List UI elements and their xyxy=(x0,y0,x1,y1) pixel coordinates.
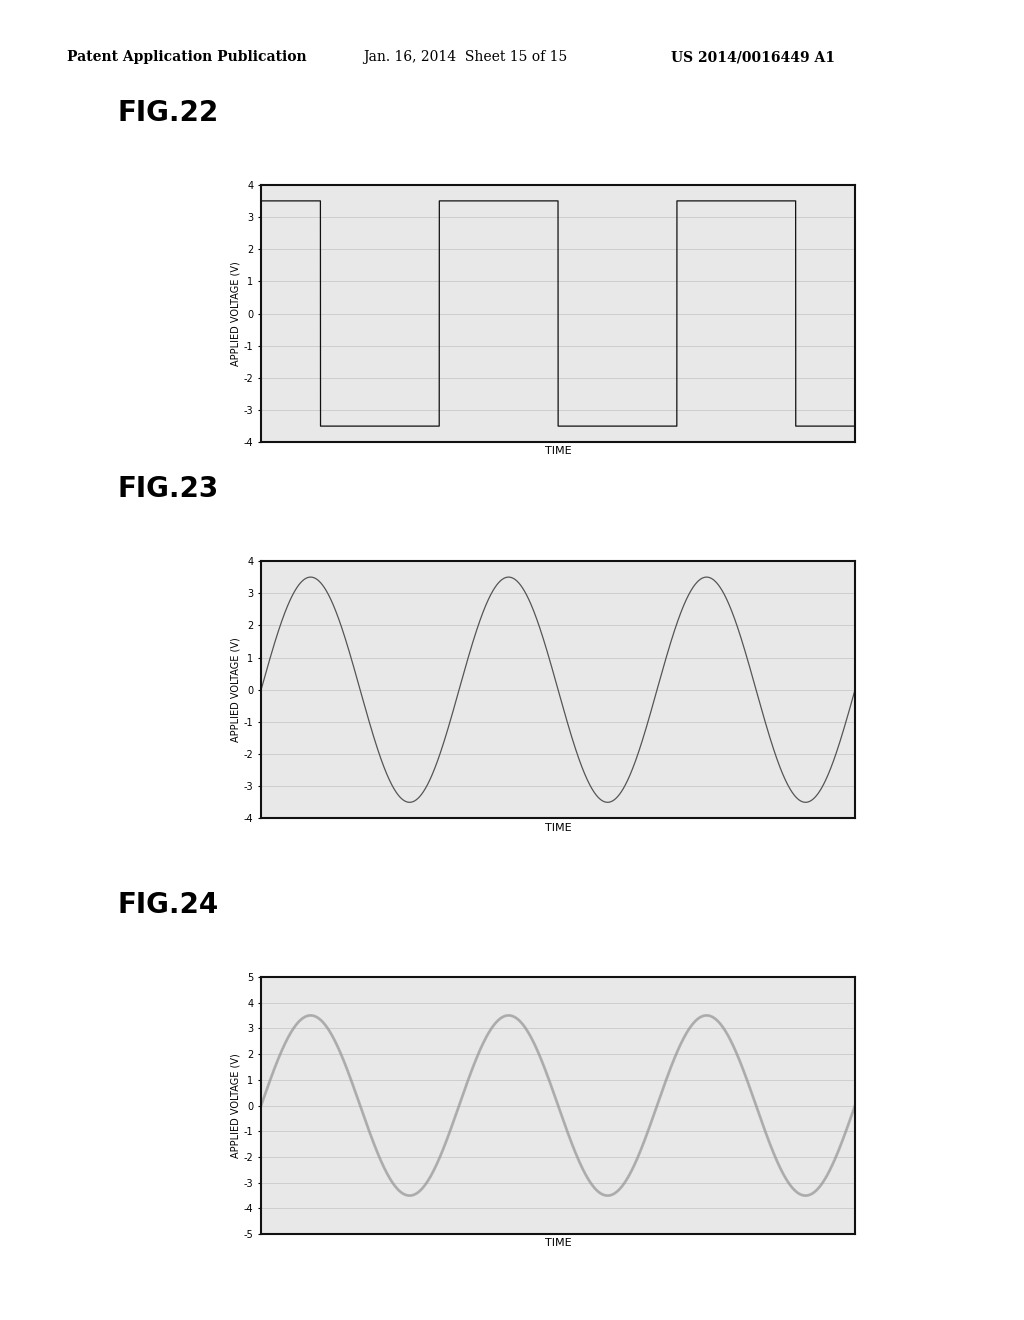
Text: FIG.23: FIG.23 xyxy=(118,475,219,503)
X-axis label: TIME: TIME xyxy=(545,1238,571,1249)
Y-axis label: APPLIED VOLTAGE (V): APPLIED VOLTAGE (V) xyxy=(231,1053,241,1158)
X-axis label: TIME: TIME xyxy=(545,446,571,457)
Text: Jan. 16, 2014  Sheet 15 of 15: Jan. 16, 2014 Sheet 15 of 15 xyxy=(364,50,567,65)
Text: FIG.22: FIG.22 xyxy=(118,99,219,127)
Text: FIG.24: FIG.24 xyxy=(118,891,219,919)
Text: Patent Application Publication: Patent Application Publication xyxy=(67,50,306,65)
Text: US 2014/0016449 A1: US 2014/0016449 A1 xyxy=(671,50,835,65)
Y-axis label: APPLIED VOLTAGE (V): APPLIED VOLTAGE (V) xyxy=(231,261,241,366)
Y-axis label: APPLIED VOLTAGE (V): APPLIED VOLTAGE (V) xyxy=(231,638,241,742)
X-axis label: TIME: TIME xyxy=(545,822,571,833)
